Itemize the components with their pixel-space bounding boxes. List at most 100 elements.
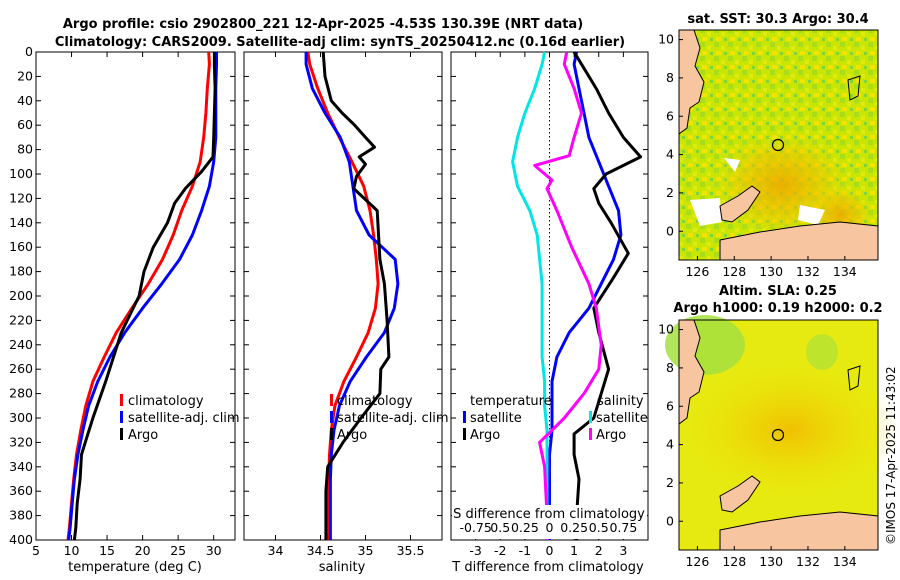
y-tick-label: 140 — [9, 215, 33, 230]
legend-swatch-argo — [330, 428, 333, 440]
legend-swatch-t-argo — [463, 428, 466, 440]
sst-land-west — [678, 29, 705, 135]
y-tick-label: 400 — [9, 532, 33, 547]
sst-map-title: sat. SST: 30.3 Argo: 30.4 — [687, 12, 868, 27]
map-x-tick-label: 130 — [759, 554, 783, 569]
x-tick-label: -2 — [494, 543, 506, 558]
sst-cloud-gaps — [690, 158, 825, 226]
legend-swatch-climatology — [330, 394, 333, 406]
y-tick-label: 20 — [17, 68, 33, 83]
legend-swatch-s-satellite — [589, 411, 592, 423]
figure-title-line1: Argo profile: csio 2902800_221 12-Apr-20… — [63, 17, 583, 32]
x-tick-label: -3 — [469, 543, 481, 558]
map-x-tick-label: 134 — [833, 264, 857, 279]
y-tick-label: 40 — [17, 93, 33, 108]
sla-land-west — [678, 319, 705, 425]
s-difference-label: S difference from climatology — [453, 507, 645, 522]
salinity-xlabel: salinity — [319, 560, 366, 575]
y-tick-label: 180 — [9, 264, 33, 279]
s-tick-label: 0.5 — [490, 520, 510, 535]
legend-swatch-s-argo — [589, 428, 592, 440]
legend-title-temperature: temperature — [470, 394, 552, 409]
legend-label-t-satellite: satellite — [470, 411, 522, 426]
y-tick-label: 340 — [9, 459, 33, 474]
sla-high-region — [680, 360, 900, 500]
y-tick-label: 280 — [9, 386, 33, 401]
x-tick-label: 3 — [619, 543, 627, 558]
s-axis-label-background — [452, 505, 647, 539]
legend-label-t-argo: Argo — [470, 428, 500, 443]
legend-swatch-satellite — [330, 411, 333, 423]
sst-land-island — [719, 185, 761, 223]
x-tick-label: 1 — [570, 543, 578, 558]
x-tick-label: 5 — [32, 543, 40, 558]
legend-label-argo: Argo — [128, 428, 158, 443]
figure-title-line2: Climatology: CARS2009. Satellite-adj cli… — [55, 35, 625, 50]
series-line-satellite-adj-clim — [304, 52, 400, 540]
sst-argo-marker — [771, 138, 785, 152]
x-tick-label: 10 — [64, 543, 80, 558]
y-tick-label: 120 — [9, 190, 33, 205]
s-tick-label: 0 — [546, 520, 554, 535]
y-tick-label: 60 — [17, 117, 33, 132]
s-tick-label: 0.75 — [609, 520, 637, 535]
map-x-tick-label: 126 — [685, 554, 709, 569]
y-tick-label: 360 — [9, 483, 33, 498]
sla-island-ne — [847, 365, 861, 391]
x-tick-label: 2 — [595, 543, 603, 558]
s-tick-label: -0.75 — [459, 520, 491, 535]
legend-label-satellite: satellite-adj. clim — [128, 411, 240, 426]
map-x-tick-label: 132 — [796, 264, 820, 279]
y-tick-label: 100 — [9, 166, 33, 181]
map-y-tick-label: 10 — [658, 322, 674, 337]
legend-swatch-climatology — [120, 394, 123, 406]
map-x-tick-label: 128 — [722, 264, 746, 279]
legend-swatch-satellite — [120, 411, 123, 423]
legend-swatch-argo — [120, 428, 123, 440]
map-y-tick-label: 4 — [666, 437, 674, 452]
x-tick-label: 15 — [99, 543, 115, 558]
difference-panel: -3 -2 -1 0 1 2 3 T difference from climatology… — [450, 51, 649, 575]
legend-title-salinity: salinity — [597, 394, 644, 409]
s-tick-label: 0.5 — [589, 520, 609, 535]
difference-legend: temperature salinity satellite Argo sate… — [463, 394, 648, 443]
map-y-tick-label: 10 — [658, 32, 674, 47]
map-x-tick-label: 132 — [796, 554, 820, 569]
map-y-tick-label: 2 — [666, 185, 674, 200]
x-tick-label: 34.5 — [307, 543, 335, 558]
sla-map-subtitle: Argo h1000: 0.19 h2000: 0.2 — [673, 301, 882, 316]
x-tick-label: 0 — [546, 543, 554, 558]
map-y-tick-label: 6 — [666, 398, 674, 413]
sla-map-frame — [678, 319, 879, 551]
y-tick-label: 320 — [9, 434, 33, 449]
sla-low-region-nw — [665, 315, 745, 375]
x-tick-label: 30 — [206, 543, 222, 558]
legend-label-s-satellite: satellite — [596, 411, 648, 426]
sla-argo-marker — [771, 428, 785, 442]
x-tick-label: 25 — [170, 543, 186, 558]
y-tick-label: 80 — [17, 142, 33, 157]
sla-low-region-n — [806, 334, 838, 370]
map-y-tick-label: 8 — [666, 360, 674, 375]
x-tick-label: -1 — [519, 543, 531, 558]
series-line-t-argo — [572, 51, 643, 540]
map-x-tick-label: 128 — [722, 554, 746, 569]
y-tick-label: 220 — [9, 312, 33, 327]
y-tick-label: 240 — [9, 337, 33, 352]
salinity-panel: 34 34.5 35 35.5 salinity climatology satell… — [243, 51, 449, 575]
salinity-legend: climatology satellite-adj. clim Argo — [330, 394, 449, 443]
map-y-tick-label: 0 — [666, 513, 674, 528]
map-y-tick-label: 4 — [666, 147, 674, 162]
y-tick-label: 260 — [9, 361, 33, 376]
legend-swatch-t-satellite — [463, 411, 466, 423]
sst-map-panel: sat. SST: 30.3 Argo: 30.4 126 128 130 132 13… — [658, 12, 879, 279]
legend-label-climatology: climatology — [337, 394, 413, 409]
map-x-tick-label: 134 — [833, 554, 857, 569]
map-y-tick-label: 2 — [666, 475, 674, 490]
imos-timestamp: ©IMOS 17-Apr-2025 11:43:02 — [884, 366, 898, 545]
series-line-satellite-adj-clim — [67, 52, 218, 541]
sla-land-island — [719, 475, 761, 513]
map-y-tick-label: 6 — [666, 108, 674, 123]
map-y-tick-label: 0 — [666, 223, 674, 238]
